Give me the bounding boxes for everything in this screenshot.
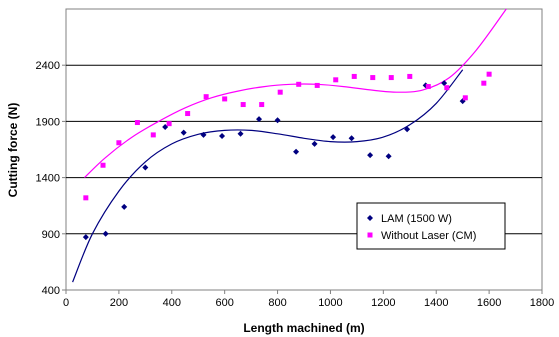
y-tick-label-1400: 1400 [36, 173, 60, 185]
x-tick-label-800: 800 [268, 297, 286, 309]
point-lam-6 [200, 131, 207, 138]
point-without-laser-20 [444, 85, 450, 91]
point-without-laser-5 [166, 121, 172, 127]
point-without-laser-11 [277, 89, 283, 95]
point-without-laser-6 [185, 111, 191, 117]
point-without-laser-10 [259, 102, 265, 108]
point-without-laser-0 [83, 195, 89, 201]
y-tick-label-2400: 2400 [36, 60, 60, 72]
y-axis-ticks: 400 900 1400 1900 2400 [36, 60, 66, 297]
point-without-laser-18 [407, 73, 413, 79]
point-lam-8 [237, 130, 244, 137]
y-tick-label-1900: 1900 [36, 116, 60, 128]
y-tick-label-900: 900 [42, 229, 60, 241]
point-lam-14 [348, 135, 355, 142]
point-without-laser-17 [388, 75, 394, 81]
point-lam-5 [180, 129, 187, 136]
point-without-laser-7 [203, 94, 209, 100]
point-lam-7 [219, 133, 226, 140]
point-without-laser-19 [425, 84, 431, 90]
point-lam-10 [274, 117, 281, 124]
legend-label-lam: LAM (1500 W) [381, 213, 452, 225]
point-lam-13 [330, 134, 337, 141]
point-without-laser-1 [100, 162, 106, 168]
point-lam-3 [142, 164, 149, 171]
point-lam-12 [311, 140, 318, 147]
point-lam-17 [404, 126, 411, 133]
point-without-laser-9 [240, 102, 246, 108]
x-tick-label-1800: 1800 [530, 297, 554, 309]
x-tick-label-1400: 1400 [424, 297, 448, 309]
point-lam-9 [256, 116, 263, 123]
legend-label-without-laser: Without Laser (CM) [381, 230, 476, 242]
point-without-laser-23 [486, 71, 492, 77]
x-tick-label-400: 400 [163, 297, 181, 309]
point-lam-0 [82, 234, 89, 241]
data-points [82, 71, 492, 241]
point-without-laser-22 [481, 80, 487, 86]
legend-marker-lam [367, 215, 373, 221]
x-axis-ticks: 0 200 400 600 800 1000 1200 1400 1600 1800 [63, 290, 554, 309]
x-axis-title: Length machined (m) [243, 321, 364, 335]
x-tick-label-600: 600 [215, 297, 233, 309]
y-axis-title: Cutting force (N) [6, 103, 20, 198]
point-without-laser-4 [150, 132, 156, 138]
point-without-laser-14 [333, 77, 339, 83]
x-tick-label-1000: 1000 [318, 297, 342, 309]
point-without-laser-12 [296, 81, 302, 87]
point-without-laser-2 [116, 140, 122, 146]
point-without-laser-3 [134, 120, 140, 126]
point-without-laser-21 [462, 95, 468, 101]
trend-line-lam [72, 69, 464, 283]
y-tick-label-400: 400 [42, 285, 60, 297]
legend-marker-without-laser [367, 232, 373, 238]
point-lam-1 [102, 230, 109, 237]
point-without-laser-16 [370, 75, 376, 81]
point-lam-2 [121, 203, 128, 210]
x-tick-label-0: 0 [63, 297, 69, 309]
point-without-laser-13 [314, 82, 320, 88]
point-lam-19 [441, 80, 448, 87]
legend: LAM (1500 W) Without Laser (CM) [356, 202, 506, 250]
x-tick-label-1600: 1600 [477, 297, 501, 309]
point-lam-15 [367, 152, 374, 159]
x-tick-label-200: 200 [110, 297, 128, 309]
point-lam-16 [385, 153, 392, 160]
x-tick-label-1200: 1200 [371, 297, 395, 309]
point-lam-11 [293, 148, 300, 155]
point-without-laser-8 [222, 96, 228, 102]
point-without-laser-15 [351, 73, 357, 79]
legend-box [356, 202, 506, 250]
